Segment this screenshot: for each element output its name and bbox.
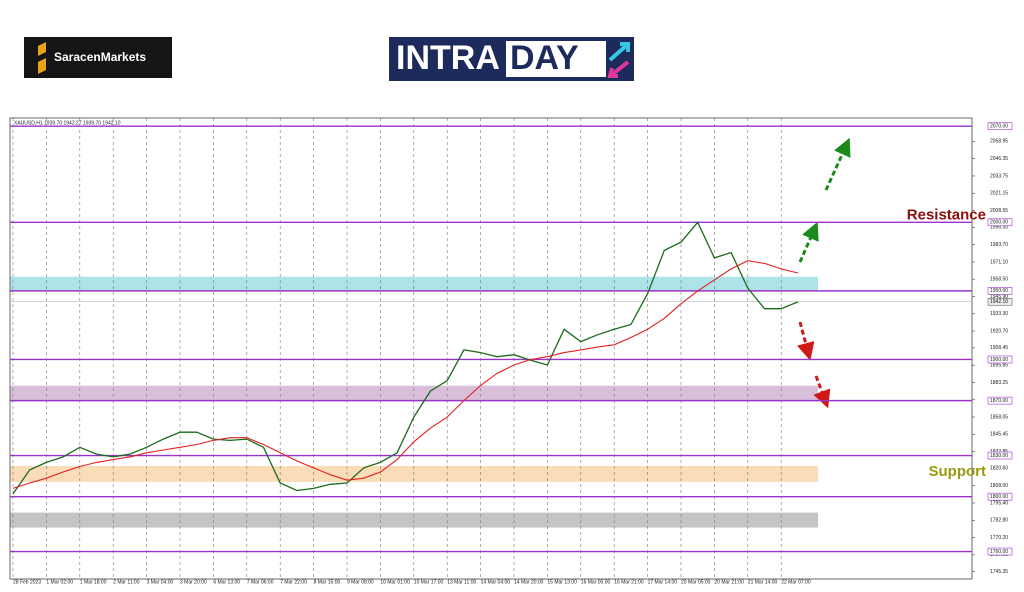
y-tick-label: 1920.70 (990, 328, 1008, 334)
x-tick-label: 1 Mar 18:00 (80, 579, 107, 585)
level-label-box (987, 218, 1013, 227)
brand-name: SaracenMarkets (54, 50, 146, 64)
banner-arrow-down (607, 60, 630, 78)
y-tick-label: 1996.30 (990, 225, 1008, 231)
x-tick-label: 14 Mar 04:00 (481, 579, 511, 585)
banner-right: DAY (510, 39, 579, 77)
y-tick-label: 1883.25 (990, 380, 1008, 386)
x-tick-label: 16 Mar 05:00 (581, 579, 611, 585)
y-tick-label: 1983.70 (990, 242, 1008, 248)
level-label: 1950.00 (990, 288, 1008, 294)
x-tick-label: 14 Mar 20:00 (514, 579, 544, 585)
current-price-label: 1942.10 (990, 299, 1008, 305)
level-label-box (987, 451, 1013, 460)
level-label: 1900.00 (990, 357, 1008, 363)
level-label: 1800.00 (990, 494, 1008, 500)
y-tick-label: 1770.20 (990, 535, 1008, 541)
y-tick-label: 2033.75 (990, 173, 1008, 179)
banner-left: INTRA (396, 39, 500, 77)
x-tick-label: 8 Mar 15:00 (314, 579, 341, 585)
level-label-box (987, 287, 1013, 295)
level-label: 1870.00 (990, 398, 1008, 404)
zone (10, 276, 818, 291)
x-tick-label: 7 Mar 06:00 (247, 579, 274, 585)
y-tick-label: 1933.30 (990, 311, 1008, 317)
down-arrow (813, 375, 831, 409)
plot-frame (9, 117, 973, 580)
banner-arrow-up (608, 42, 630, 62)
price-line (12, 221, 799, 495)
symbol-info: XAUUSD,H1 1939.70 1942.27 1939.70 1942.1… (14, 120, 121, 126)
x-tick-label: 20 Mar 21:00 (714, 579, 744, 585)
x-tick-label: 16 Mar 21:00 (614, 579, 644, 585)
level-label-box (987, 547, 1013, 556)
x-tick-label: 21 Mar 14:00 (748, 579, 778, 585)
x-tick-label: 13 Mar 11:00 (447, 579, 476, 585)
x-tick-label: 15 Mar 13:00 (547, 579, 577, 585)
down-arrow (796, 321, 815, 361)
x-tick-label: 17 Mar 14:00 (648, 579, 678, 585)
brand-logo (24, 37, 172, 78)
x-tick-label: 1 Mar 02:00 (46, 579, 73, 585)
x-tick-label: 6 Mar 13:00 (213, 579, 240, 585)
x-tick-label: 2 Mar 11:00 (113, 579, 140, 585)
x-tick-label: 22 Mar 07:00 (781, 579, 811, 585)
up-arrow (824, 137, 851, 191)
y-tick-label: 1971.10 (990, 259, 1008, 265)
x-tick-label: 20 Mar 05:00 (681, 579, 711, 585)
level-label-box (987, 122, 1013, 131)
annotation: Support (929, 463, 987, 480)
y-tick-label: 1808.00 (990, 483, 1008, 489)
x-tick-label: 3 Mar 20:00 (180, 579, 207, 585)
y-tick-label: 2021.15 (990, 191, 1008, 197)
y-tick-label: 1745.35 (990, 569, 1008, 575)
x-tick-label: 28 Feb 2023 (13, 579, 41, 585)
x-tick-label: 10 Mar 17:00 (414, 579, 444, 585)
x-tick-label: 9 Mar 08:00 (347, 579, 374, 585)
zone (10, 385, 818, 401)
y-tick-label: 1895.85 (990, 362, 1008, 368)
x-tick-label: 3 Mar 04:00 (147, 579, 174, 585)
y-tick-label: 1945.90 (990, 294, 1008, 300)
level-label-box (987, 492, 1013, 501)
y-tick-label: 1820.60 (990, 466, 1008, 472)
level-label: 1760.00 (990, 549, 1008, 555)
level-label: 2070.00 (990, 124, 1008, 130)
level-label-box (987, 355, 1013, 364)
level-label: 2000.00 (990, 220, 1008, 226)
y-tick-label: 1958.50 (990, 277, 1008, 283)
brand-icon (38, 42, 46, 74)
banner-box (506, 41, 606, 77)
y-tick-label: 2046.35 (990, 156, 1008, 162)
up-arrow (798, 221, 819, 263)
y-tick-label: 1845.45 (990, 432, 1008, 438)
x-tick-label: 10 Mar 01:00 (380, 579, 410, 585)
price-line (12, 260, 799, 489)
y-tick-label: 2058.95 (990, 139, 1008, 145)
y-tick-label: 1858.05 (990, 414, 1008, 420)
x-tick-label: 7 Mar 22:00 (280, 579, 307, 585)
current-price-box (987, 297, 1013, 306)
y-tick-label: 1782.80 (990, 518, 1008, 524)
y-tick-label: 2008.55 (990, 208, 1008, 214)
y-tick-label: 1908.45 (990, 345, 1008, 351)
y-tick-label: 1795.40 (990, 500, 1008, 506)
level-label-box (987, 396, 1013, 405)
annotation: Resistance (907, 206, 986, 223)
level-label: 1830.00 (990, 453, 1008, 459)
